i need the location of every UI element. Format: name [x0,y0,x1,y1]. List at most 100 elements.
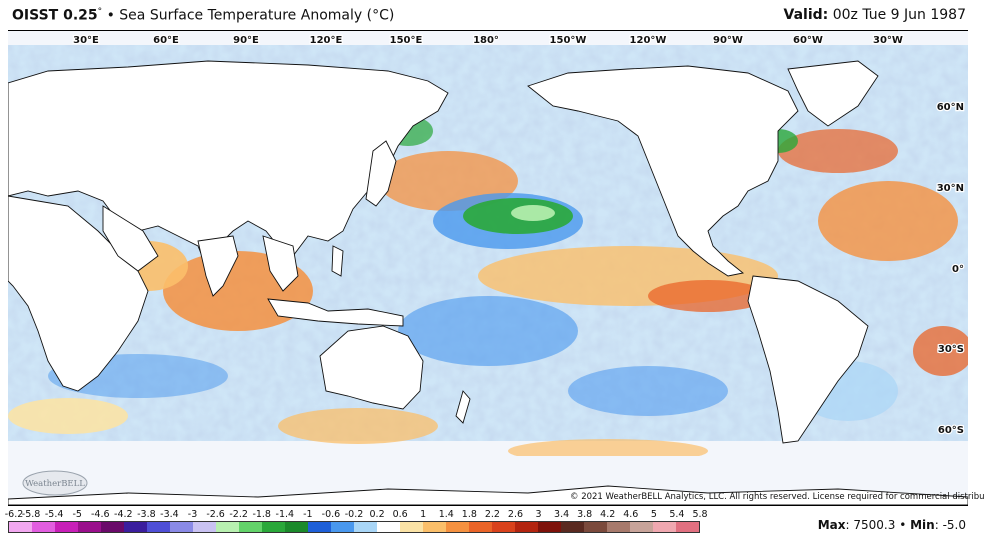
colorbar-cell [32,522,55,532]
valid-time: 00z Tue 9 Jun 1987 [832,7,966,23]
lat-label-60n: 60°N [937,102,964,113]
colorbar-cell [9,522,32,532]
colorbar-tick-label: 0.2 [369,509,385,520]
colorbar-cell [607,522,630,532]
colorbar-cell [285,522,308,532]
india [197,235,239,297]
japan [365,140,397,207]
lon-label-150w: 150°W [550,35,587,46]
philippines [331,245,344,277]
colorbar-cell [193,522,216,532]
min-value: : -5.0 [934,518,966,532]
colorbar-tick-label: -2.6 [206,509,225,520]
colorbar-tick-label: -4.2 [114,509,133,520]
weatherbell-logo: WeatherBELL [22,470,88,496]
lat-label-equator: 0° [952,264,964,275]
product-name: OISST 0.25 [12,7,98,24]
colorbar-tick-label: -1.8 [252,509,271,520]
lon-label-120w: 120°W [630,35,667,46]
colorbar-tick-label: -2.2 [229,509,248,520]
arctic-ice [8,31,968,45]
colorbar-tick-label: 2.2 [484,509,500,520]
colorbar-cell [630,522,653,532]
map-title: OISST 0.25° • Sea Surface Temperature An… [12,7,394,24]
colorbar-tick-label: 4.6 [623,509,639,520]
colorbar-tick-label: 3.8 [577,509,593,520]
colorbar-tick-label: 1.4 [438,509,454,520]
weatherbell-logo-mark: WeatherBELL [22,470,88,496]
colorbar-cell [515,522,538,532]
arabia [102,205,159,272]
colorbar-tick-label: -3.4 [160,509,179,520]
colorbar-cell [308,522,331,532]
longitude-labels: 30°E 60°E 90°E 120°E 150°E 180° 150°W 12… [72,34,904,48]
colorbar-cell [676,522,699,532]
lon-label-30e: 30°E [73,35,99,46]
africa [8,195,149,392]
colorbar-cell [147,522,170,532]
lat-label-30s: 30°S [938,344,964,355]
colorbar-tick-label: 1.8 [461,509,477,520]
colorbar-cell [101,522,124,532]
colorbar-cell [400,522,423,532]
lon-label-150e: 150°E [390,35,423,46]
indochina [262,235,299,292]
colorbar-cell [561,522,584,532]
colorbar-tick-label: 5 [650,509,657,520]
colorbar-tick-label: -6.2 [4,509,24,520]
colorbar-cell [354,522,377,532]
colorbar-cell [653,522,676,532]
colorbar-cell [262,522,285,532]
colorbar-cell [55,522,78,532]
colorbar-tick-label: -1 [303,509,313,520]
colorbar-tick-label: 3.4 [554,509,570,520]
colorbar-tick-label: -5 [72,509,82,520]
lon-label-30w: 30°W [873,35,903,46]
antarctica [8,485,968,505]
colorbar-cell [331,522,354,532]
lat-label-60s: 60°S [938,425,964,436]
colorbar-tick-label: 4.2 [600,509,616,520]
colorbar-tick-label: 5.8 [692,509,708,520]
lon-label-120e: 120°E [310,35,343,46]
colorbar-cell [239,522,262,532]
max-label: Max [817,518,846,532]
colorbar-cell [423,522,446,532]
colorbar-tick-label: 1 [420,509,427,520]
latitude-labels: 60°N 30°N 0° 30°S 60°S [935,101,965,438]
colorbar-tick-label: 2.6 [507,509,524,520]
colorbar-tick-labels: -6.2 -5.8 -5.4 -5 -4.6 -4.2 -3.8 -3.4 -3 -2.6 -2.2… [4,509,708,521]
colorbar-cell [469,522,492,532]
lon-label-90e: 90°E [233,35,259,46]
land-masses [8,60,968,505]
colorbar-cell [446,522,469,532]
lon-label-180: 180° [473,35,499,46]
colorbar-cell [492,522,515,532]
max-min-readout: Max: 7500.3 • Min: -5.0 [818,518,966,532]
colorbar-tick-label: -0.2 [344,509,364,520]
lon-label-90w: 90°W [713,35,743,46]
sst-anomaly-map: 30°E 60°E 90°E 120°E 150°E 180° 150°W 12… [8,30,968,506]
colorbar-cell [170,522,193,532]
valid-time-block: Valid: 00z Tue 9 Jun 1987 [784,7,966,23]
greenland [787,60,879,127]
min-label: Min [910,518,935,532]
lon-label-60w: 60°W [793,35,823,46]
colorbar-tick-label: -1.4 [275,509,295,520]
colorbar-tick-label: -5.8 [21,509,41,520]
colorbar-cell [584,522,607,532]
colorbar-tick-label: -3 [187,509,198,520]
map-header: OISST 0.25° • Sea Surface Temperature An… [0,0,984,30]
indonesia [267,298,404,327]
south-america [747,275,869,444]
colorbar-tick-label: -4.6 [90,509,110,520]
colorbar-tick-label: -3.8 [137,509,156,520]
colorbar-cell [216,522,239,532]
lon-label-60e: 60°E [153,35,179,46]
colorbar-cell [377,522,400,532]
valid-label: Valid: [783,7,829,23]
field-title: Sea Surface Temperature Anomaly (°C) [119,7,395,24]
copyright-notice: © 2021 WeatherBELL Analytics, LLC. All r… [570,492,984,502]
logo-text: WeatherBELL [25,479,85,489]
north-america [527,65,799,277]
